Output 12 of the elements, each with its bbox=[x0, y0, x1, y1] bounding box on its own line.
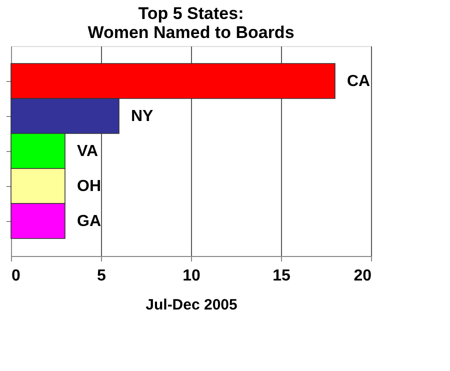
y-tick-label: VA bbox=[77, 143, 98, 160]
x-tick-label: 10 bbox=[182, 268, 200, 284]
y-tick-label: GA bbox=[77, 213, 102, 230]
x-tick-label: 15 bbox=[272, 268, 290, 284]
y-tick-label: OH bbox=[77, 178, 101, 195]
y-tick-label: NY bbox=[131, 108, 154, 125]
x-tick-label: 20 bbox=[354, 268, 372, 284]
x-tick-label: 5 bbox=[97, 268, 106, 284]
y-tick-label: CA bbox=[347, 73, 371, 90]
chart-title: Top 5 States: Women Named to Boards bbox=[88, 4, 294, 42]
x-tick-label: 0 bbox=[12, 268, 20, 284]
x-axis-title: Jul-Dec 2005 bbox=[146, 296, 238, 314]
